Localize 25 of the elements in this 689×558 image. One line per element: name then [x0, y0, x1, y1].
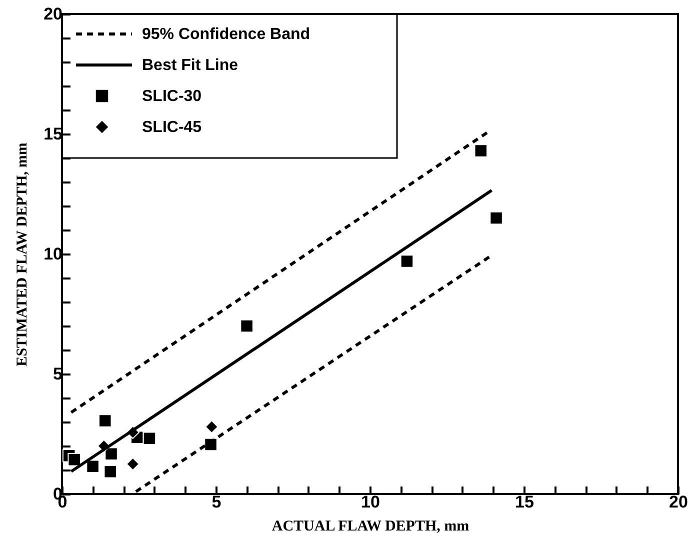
point [490, 211, 503, 225]
y-axis-title: ESTIMATED FLAW DEPTH, mm [14, 142, 31, 366]
point [474, 144, 488, 158]
legend-label: Best Fit Line [142, 57, 238, 74]
x-axis-title: ACTUAL FLAW DEPTH, mm [272, 518, 470, 534]
legend-label: SLIC-45 [142, 119, 202, 136]
x-tick-label: 15 [515, 492, 534, 512]
x-tick-label: 20 [669, 492, 688, 512]
y-tick-label: 10 [44, 244, 62, 264]
point [68, 453, 81, 466]
legend-label: SLIC-30 [142, 88, 202, 105]
x-tick-label: 10 [361, 492, 380, 512]
y-tick-label: 20 [44, 4, 62, 24]
point [126, 457, 140, 471]
point [104, 465, 117, 478]
x-tick-label: 5 [212, 492, 222, 512]
point [142, 432, 156, 445]
point [205, 420, 218, 434]
point [104, 447, 118, 461]
legend-label: 95% Confidence Band [142, 26, 310, 43]
point [240, 319, 254, 333]
y-tick-label: 15 [44, 124, 62, 144]
point [400, 254, 414, 268]
point [86, 460, 100, 474]
point [98, 414, 112, 428]
